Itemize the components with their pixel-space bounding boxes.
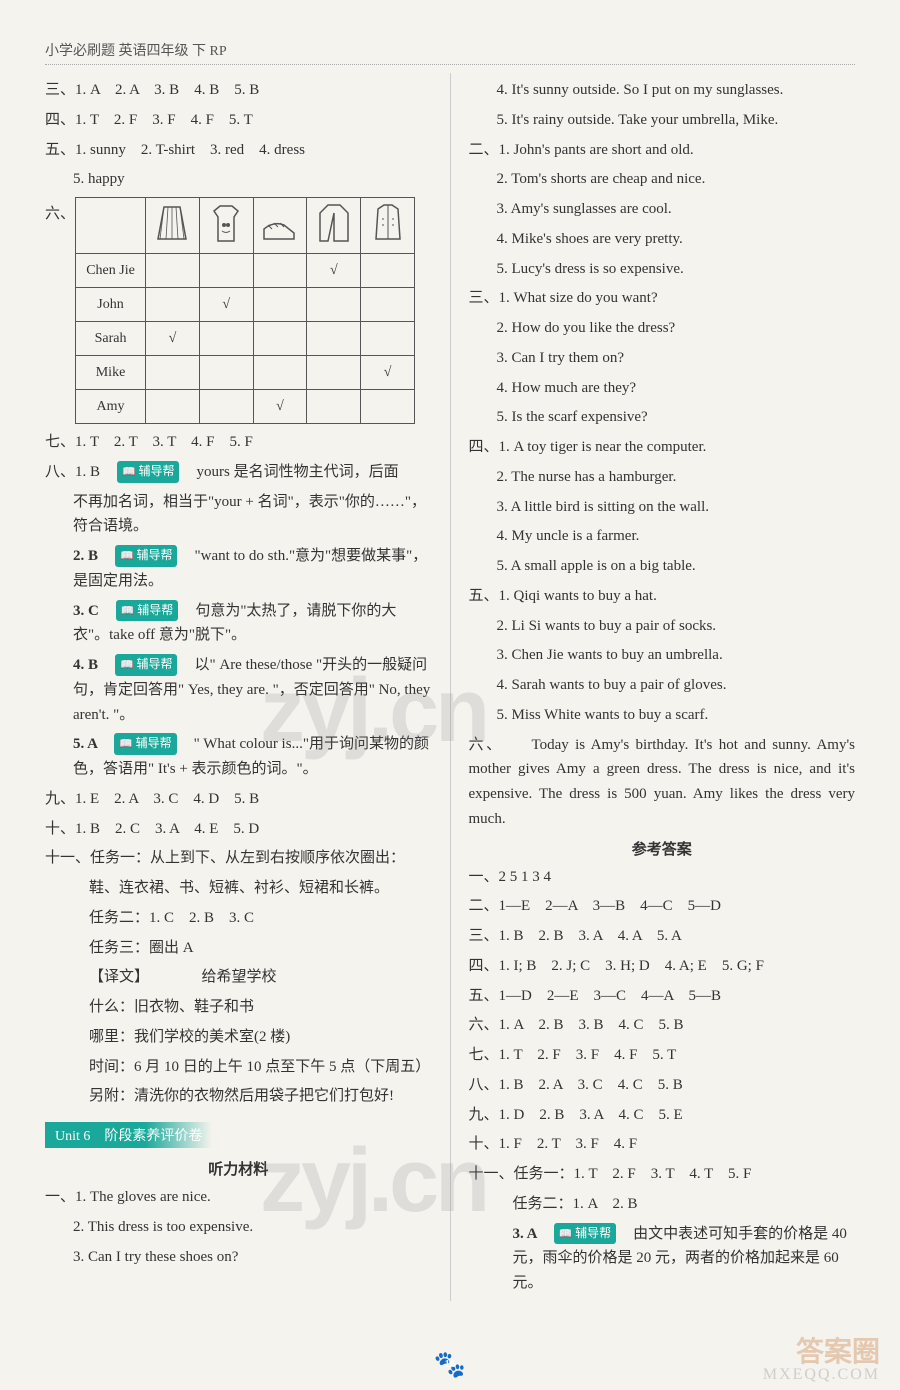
tutor-badge: 辅导帮 bbox=[115, 654, 177, 676]
translation-line: 另附：清洗你的衣物然后用袋子把它们打包好! bbox=[45, 1084, 432, 1109]
check-mark: √ bbox=[307, 254, 361, 288]
answer-line: 七、1. T 2. T 3. T 4. F 5. F bbox=[45, 430, 432, 455]
listening-line: 3. Can I try these shoes on? bbox=[45, 1245, 432, 1270]
listening-line: 3. Chen Jie wants to buy an umbrella. bbox=[469, 643, 856, 668]
listening-line: 5. A small apple is on a big table. bbox=[469, 554, 856, 579]
translation-line: 什么：旧衣物、鞋子和书 bbox=[45, 995, 432, 1020]
answers-title: 参考答案 bbox=[469, 838, 856, 859]
check-mark: √ bbox=[253, 390, 307, 424]
answer-line: 5. happy bbox=[45, 167, 432, 192]
answer-line: 四、1. I; B 2. J; C 3. H; D 4. A; E 5. G; … bbox=[469, 954, 856, 979]
corner-logo: 答案圈 bbox=[796, 1330, 880, 1370]
answer-line: 七、1. T 2. F 3. F 4. F 5. T bbox=[469, 1043, 856, 1068]
section-label: 六、 bbox=[45, 202, 75, 227]
listening-line: 3. Can I try them on? bbox=[469, 346, 856, 371]
answer-line: 十、1. F 2. T 3. F 4. F bbox=[469, 1132, 856, 1157]
listening-line: 三、1. What size do you want? bbox=[469, 286, 856, 311]
tutor-badge: 辅导帮 bbox=[116, 600, 178, 622]
corner-url: MXEQQ.COM bbox=[763, 1366, 880, 1384]
answer-line: 五、1—D 2—E 3—C 4—A 5—B bbox=[469, 984, 856, 1009]
coat-icon bbox=[307, 198, 361, 254]
table-row-name: Mike bbox=[76, 356, 146, 390]
listening-line: 5. Is the scarf expensive? bbox=[469, 405, 856, 430]
check-mark: √ bbox=[361, 356, 415, 390]
listening-line: 5. Lucy's dress is so expensive. bbox=[469, 257, 856, 282]
tutor-badge: 辅导帮 bbox=[554, 1223, 616, 1245]
answer-line: 四、1. T 2. F 3. F 4. F 5. T bbox=[45, 108, 432, 133]
translation-line: 哪里：我们学校的美术室(2 楼) bbox=[45, 1025, 432, 1050]
explanation-line: 3. A 辅导帮 由文中表述可知手套的价格是 40 元，雨伞的价格是 20 元，… bbox=[469, 1222, 856, 1296]
tutor-badge: 辅导帮 bbox=[117, 461, 179, 483]
answer-line: 一、2 5 1 3 4 bbox=[469, 865, 856, 890]
answer-line: 九、1. E 2. A 3. C 4. D 5. B bbox=[45, 787, 432, 812]
listening-title: 听力材料 bbox=[45, 1158, 432, 1179]
listening-line: 5. Miss White wants to buy a scarf. bbox=[469, 703, 856, 728]
listening-line: 二、1. John's pants are short and old. bbox=[469, 138, 856, 163]
tutor-badge: 辅导帮 bbox=[114, 733, 176, 755]
clothes-table: Chen Jie√ John√ Sarah√ Mike√ Amy√ bbox=[75, 197, 415, 424]
listening-line: 3. A little bird is sitting on the wall. bbox=[469, 495, 856, 520]
tshirt-icon bbox=[199, 198, 253, 254]
listening-line: 5. It's rainy outside. Take your umbrell… bbox=[469, 108, 856, 133]
shoes-icon bbox=[253, 198, 307, 254]
answer-line: 五、1. sunny 2. T-shirt 3. red 4. dress bbox=[45, 138, 432, 163]
listening-line: 4. Sarah wants to buy a pair of gloves. bbox=[469, 673, 856, 698]
answer-line: 十、1. B 2. C 3. A 4. E 5. D bbox=[45, 817, 432, 842]
page-header: 小学必刷题 英语四年级 下 RP bbox=[45, 40, 855, 65]
content-columns: 三、1. A 2. A 3. B 4. B 5. B 四、1. T 2. F 3… bbox=[45, 73, 855, 1301]
answer-line: 三、1. A 2. A 3. B 4. B 5. B bbox=[45, 78, 432, 103]
listening-paragraph: 六、 Today is Amy's birthday. It's hot and… bbox=[469, 733, 856, 832]
answer-line: 十一、任务一：从上到下、从左到右按顺序依次圈出： bbox=[45, 846, 432, 871]
skirt-icon bbox=[146, 198, 200, 254]
listening-line: 4. How much are they? bbox=[469, 376, 856, 401]
answer-line: 九、1. D 2. B 3. A 4. C 5. E bbox=[469, 1103, 856, 1128]
answer-line: 二、1—E 2—A 3—B 4—C 5—D bbox=[469, 894, 856, 919]
tutor-badge: 辅导帮 bbox=[115, 545, 177, 567]
listening-line: 2. How do you like the dress? bbox=[469, 316, 856, 341]
answer-line: 鞋、连衣裙、书、短裤、衬衫、短裙和长裤。 bbox=[45, 876, 432, 901]
listening-line: 五、1. Qiqi wants to buy a hat. bbox=[469, 584, 856, 609]
explanation-line: 不再加名词，相当于"your + 名词"，表示"你的……"，符合语境。 bbox=[45, 490, 432, 540]
page-number: 🐾 16 bbox=[434, 1350, 466, 1380]
listening-line: 4. It's sunny outside. So I put on my su… bbox=[469, 78, 856, 103]
answer-line: 六、1. A 2. B 3. B 4. C 5. B bbox=[469, 1013, 856, 1038]
listening-line: 2. Li Si wants to buy a pair of socks. bbox=[469, 614, 856, 639]
listening-line: 2. This dress is too expensive. bbox=[45, 1215, 432, 1240]
listening-line: 4. Mike's shoes are very pretty. bbox=[469, 227, 856, 252]
table-row-name: Amy bbox=[76, 390, 146, 424]
jacket-icon bbox=[361, 198, 415, 254]
table-row-name: John bbox=[76, 288, 146, 322]
explanation-line: 4. B 辅导帮 以" Are these/those "开头的一般疑问句，肯定… bbox=[45, 653, 432, 727]
answer-line: 任务二：1. A 2. B bbox=[469, 1192, 856, 1217]
check-mark: √ bbox=[199, 288, 253, 322]
unit-banner: Unit 6 阶段素养评价卷 bbox=[45, 1122, 212, 1148]
answer-line: 三、1. B 2. B 3. A 4. A 5. A bbox=[469, 924, 856, 949]
listening-line: 一、1. The gloves are nice. bbox=[45, 1185, 432, 1210]
answer-line: 任务三：圈出 A bbox=[45, 936, 432, 961]
answer-line: 八、1. B 2. A 3. C 4. C 5. B bbox=[469, 1073, 856, 1098]
listening-line: 3. Amy's sunglasses are cool. bbox=[469, 197, 856, 222]
answer-line: 十一、任务一：1. T 2. F 3. T 4. T 5. F bbox=[469, 1162, 856, 1187]
answer-line: 任务二：1. C 2. B 3. C bbox=[45, 906, 432, 931]
explanation-line: 八、1. B 辅导帮 yours 是名词性物主代词，后面 bbox=[45, 460, 432, 485]
listening-line: 四、1. A toy tiger is near the computer. bbox=[469, 435, 856, 460]
translation-title: 【译文】 给希望学校 bbox=[45, 965, 432, 990]
explanation-line: 3. C 辅导帮 句意为"太热了，请脱下你的大衣"。take off 意为"脱下… bbox=[45, 599, 432, 649]
right-column: 4. It's sunny outside. So I put on my su… bbox=[450, 73, 856, 1301]
left-column: 三、1. A 2. A 3. B 4. B 5. B 四、1. T 2. F 3… bbox=[45, 73, 450, 1301]
explanation-line: 5. A 辅导帮 " What colour is..."用于询问某物的颜色，答… bbox=[45, 732, 432, 782]
explanation-line: 2. B 辅导帮 "want to do sth."意为"想要做某事"，是固定用… bbox=[45, 544, 432, 594]
table-row-name: Sarah bbox=[76, 322, 146, 356]
listening-line: 2. The nurse has a hamburger. bbox=[469, 465, 856, 490]
translation-line: 时间：6 月 10 日的上午 10 点至下午 5 点（下周五） bbox=[45, 1055, 432, 1080]
listening-line: 2. Tom's shorts are cheap and nice. bbox=[469, 167, 856, 192]
table-row-name: Chen Jie bbox=[76, 254, 146, 288]
listening-line: 4. My uncle is a farmer. bbox=[469, 524, 856, 549]
check-mark: √ bbox=[146, 322, 200, 356]
